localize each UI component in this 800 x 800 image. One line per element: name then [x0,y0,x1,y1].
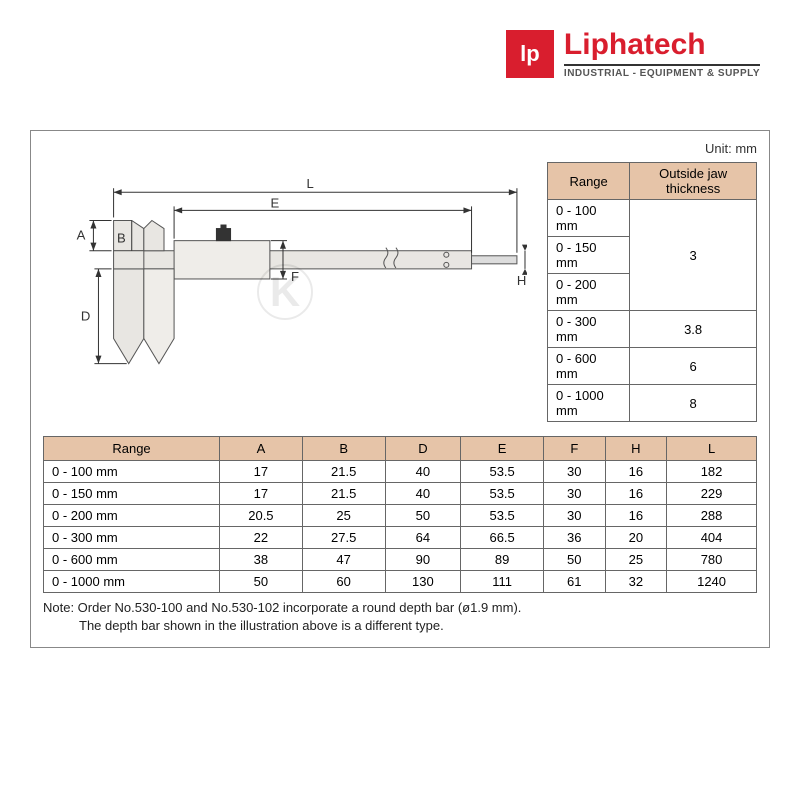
side-range-cell: 0 - 300 mm [548,311,630,348]
value-cell: 25 [605,549,667,571]
main-th: E [461,437,544,461]
side-th-range: Range [548,163,630,200]
main-th: L [667,437,757,461]
upper-region: L E A B [43,162,757,422]
value-cell: 40 [385,461,461,483]
value-cell: 36 [544,527,606,549]
value-cell: 182 [667,461,757,483]
range-cell: 0 - 300 mm [44,527,220,549]
value-cell: 17 [220,483,303,505]
side-range-cell: 0 - 200 mm [548,274,630,311]
value-cell: 229 [667,483,757,505]
main-th: B [302,437,385,461]
value-cell: 111 [461,571,544,593]
main-th: A [220,437,303,461]
value-cell: 53.5 [461,461,544,483]
jaw-thickness-table: Range Outside jaw thickness 0 - 100 mm30… [547,162,757,422]
dim-label-l: L [307,176,314,191]
value-cell: 21.5 [302,483,385,505]
side-range-cell: 0 - 1000 mm [548,385,630,422]
value-cell: 30 [544,483,606,505]
brand-text: Liphatech INDUSTRIAL - EQUIPMENT & SUPPL… [564,30,760,79]
note-line1: Note: Order No.530-100 and No.530-102 in… [43,599,757,617]
side-range-cell: 0 - 150 mm [548,237,630,274]
value-cell: 30 [544,505,606,527]
value-cell: 288 [667,505,757,527]
value-cell: 40 [385,483,461,505]
value-cell: 90 [385,549,461,571]
value-cell: 30 [544,461,606,483]
table-row: 0 - 1000 mm506013011161321240 [44,571,757,593]
side-th-thickness: Outside jaw thickness [630,163,757,200]
side-thickness-cell: 3 [630,200,757,311]
value-cell: 27.5 [302,527,385,549]
value-cell: 53.5 [461,483,544,505]
range-cell: 0 - 1000 mm [44,571,220,593]
table-row: 0 - 150 mm1721.54053.53016229 [44,483,757,505]
value-cell: 1240 [667,571,757,593]
value-cell: 50 [544,549,606,571]
dim-label-h: H [517,273,526,288]
dim-label-b: B [117,231,126,246]
side-range-cell: 0 - 600 mm [548,348,630,385]
brand-name: Liphatech [564,30,760,66]
value-cell: 20.5 [220,505,303,527]
caliper-diagram: L E A B [43,162,527,379]
side-thickness-cell: 6 [630,348,757,385]
dim-label-a: A [77,228,86,243]
value-cell: 22 [220,527,303,549]
value-cell: 61 [544,571,606,593]
value-cell: 50 [220,571,303,593]
range-cell: 0 - 100 mm [44,461,220,483]
table-row: 0 - 300 mm2227.56466.53620404 [44,527,757,549]
value-cell: 60 [302,571,385,593]
main-th: D [385,437,461,461]
main-th: H [605,437,667,461]
side-thickness-cell: 3.8 [630,311,757,348]
table-row: 0 - 200 mm20.5255053.53016288 [44,505,757,527]
value-cell: 38 [220,549,303,571]
value-cell: 17 [220,461,303,483]
value-cell: 20 [605,527,667,549]
range-cell: 0 - 200 mm [44,505,220,527]
value-cell: 16 [605,483,667,505]
unit-label: Unit: mm [43,141,757,156]
value-cell: 25 [302,505,385,527]
dim-label-e: E [271,195,280,210]
side-range-cell: 0 - 100 mm [548,200,630,237]
range-cell: 0 - 150 mm [44,483,220,505]
brand-tagline: INDUSTRIAL - EQUIPMENT & SUPPLY [564,68,760,79]
main-th: F [544,437,606,461]
value-cell: 64 [385,527,461,549]
value-cell: 16 [605,461,667,483]
value-cell: 780 [667,549,757,571]
side-thickness-cell: 8 [630,385,757,422]
value-cell: 21.5 [302,461,385,483]
value-cell: 16 [605,505,667,527]
value-cell: 32 [605,571,667,593]
note: Note: Order No.530-100 and No.530-102 in… [43,599,757,635]
value-cell: 89 [461,549,544,571]
table-row: 0 - 600 mm384790895025780 [44,549,757,571]
brand-header: lp Liphatech INDUSTRIAL - EQUIPMENT & SU… [506,30,760,79]
dim-label-d: D [81,308,90,323]
value-cell: 50 [385,505,461,527]
range-cell: 0 - 600 mm [44,549,220,571]
dimensions-table: RangeABDEFHL 0 - 100 mm1721.54053.530161… [43,436,757,593]
caliper-svg: L E A B [43,162,527,374]
dim-label-f: F [291,269,299,284]
value-cell: 47 [302,549,385,571]
brand-logo: lp [506,30,554,78]
value-cell: 130 [385,571,461,593]
value-cell: 66.5 [461,527,544,549]
main-th: Range [44,437,220,461]
table-row: 0 - 100 mm1721.54053.53016182 [44,461,757,483]
note-line2: The depth bar shown in the illustration … [43,617,757,635]
value-cell: 404 [667,527,757,549]
spec-frame: Unit: mm [30,130,770,648]
value-cell: 53.5 [461,505,544,527]
